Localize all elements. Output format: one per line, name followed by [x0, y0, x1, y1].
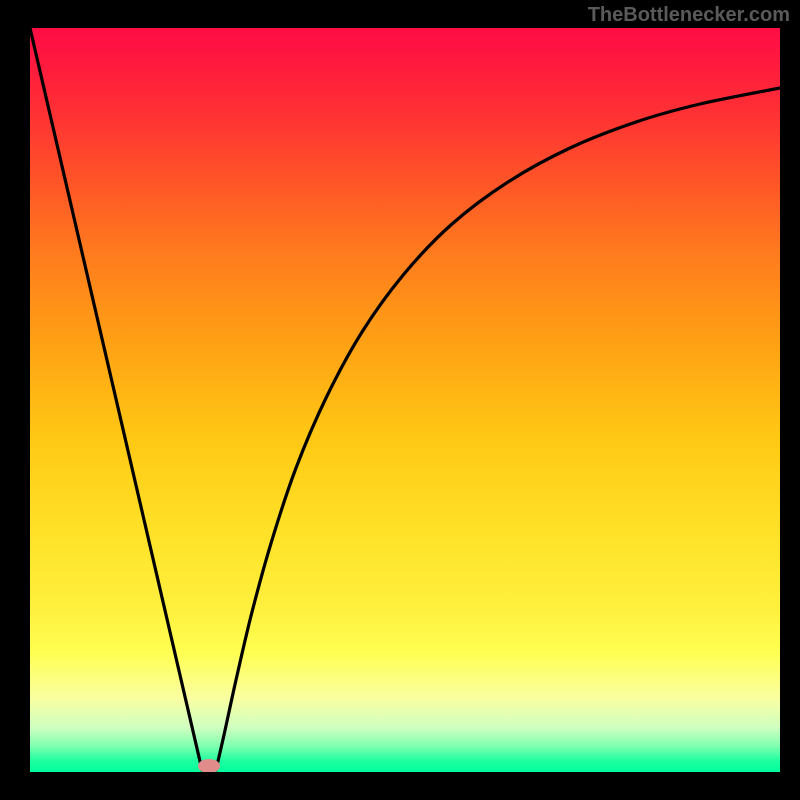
- watermark-text: TheBottlenecker.com: [588, 4, 790, 27]
- border-right: [780, 0, 800, 800]
- vertex-marker: [198, 759, 220, 773]
- border-bottom: [0, 772, 800, 800]
- gradient-area: [30, 28, 780, 772]
- chart-container: TheBottlenecker.com: [0, 0, 800, 800]
- border-left: [0, 0, 30, 800]
- chart-svg: [0, 0, 800, 800]
